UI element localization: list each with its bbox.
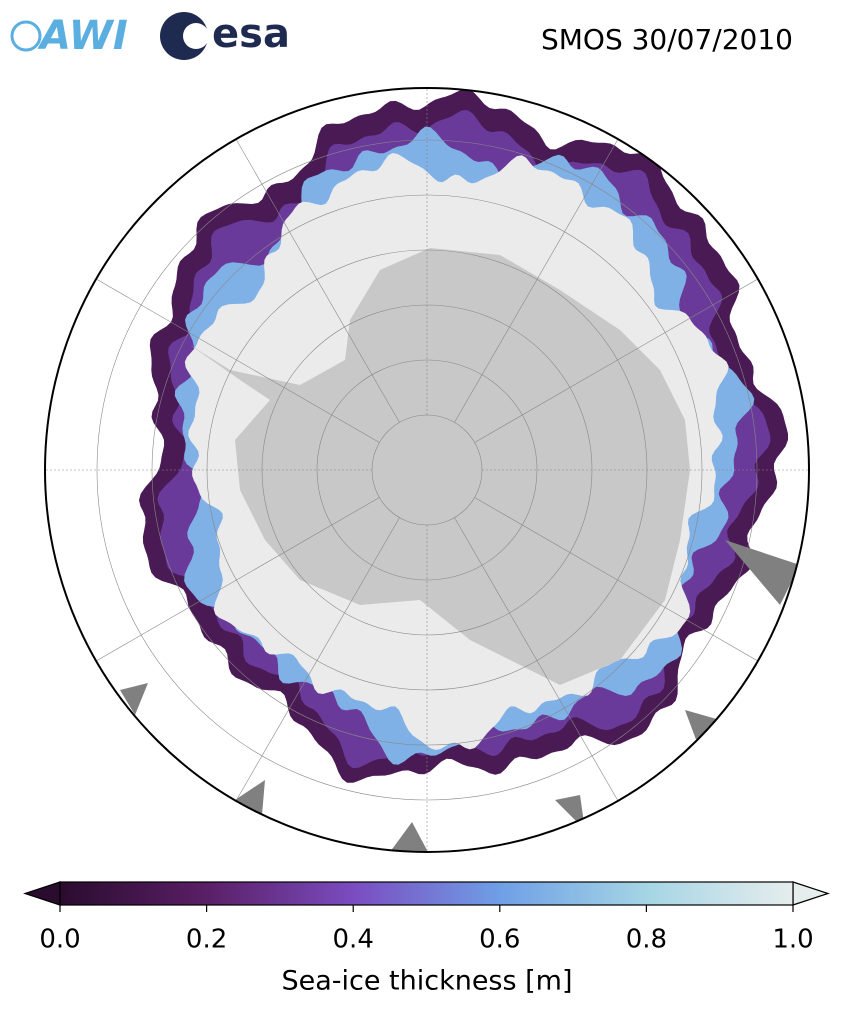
graticule <box>45 88 809 852</box>
colorbar <box>23 881 830 912</box>
meridian <box>454 132 623 423</box>
tick-label: 0.4 <box>333 925 374 955</box>
land-patch <box>390 822 428 852</box>
land-patch <box>120 683 148 715</box>
esa-logo: esa <box>212 11 290 57</box>
map-frame <box>44 87 810 853</box>
tick-label: 0.6 <box>479 925 520 955</box>
colorbar-gradient <box>59 881 794 906</box>
awi-logo: AWI <box>37 13 128 59</box>
land-patch <box>235 780 265 815</box>
tick-label: 0.2 <box>186 925 227 955</box>
meridian <box>454 517 623 808</box>
parallel <box>316 359 538 581</box>
map <box>45 88 809 852</box>
awi-icon <box>10 20 42 52</box>
meridian <box>231 132 400 423</box>
meridian <box>474 497 765 666</box>
meridian <box>89 497 380 666</box>
logos: AWI esa <box>10 11 290 60</box>
meridian <box>89 274 380 443</box>
tick-label: 1.0 <box>772 925 813 955</box>
meridian <box>231 517 400 808</box>
land-patch <box>685 710 720 745</box>
land-patch <box>725 540 800 605</box>
title: SMOS 30/07/2010 <box>541 23 793 56</box>
tick-label: 0.0 <box>39 925 80 955</box>
colorbar-label: Sea-ice thickness [m] <box>281 966 572 997</box>
meridian <box>474 274 765 443</box>
tick-label: 0.8 <box>626 925 667 955</box>
continent <box>190 248 690 685</box>
parallel <box>96 139 758 801</box>
